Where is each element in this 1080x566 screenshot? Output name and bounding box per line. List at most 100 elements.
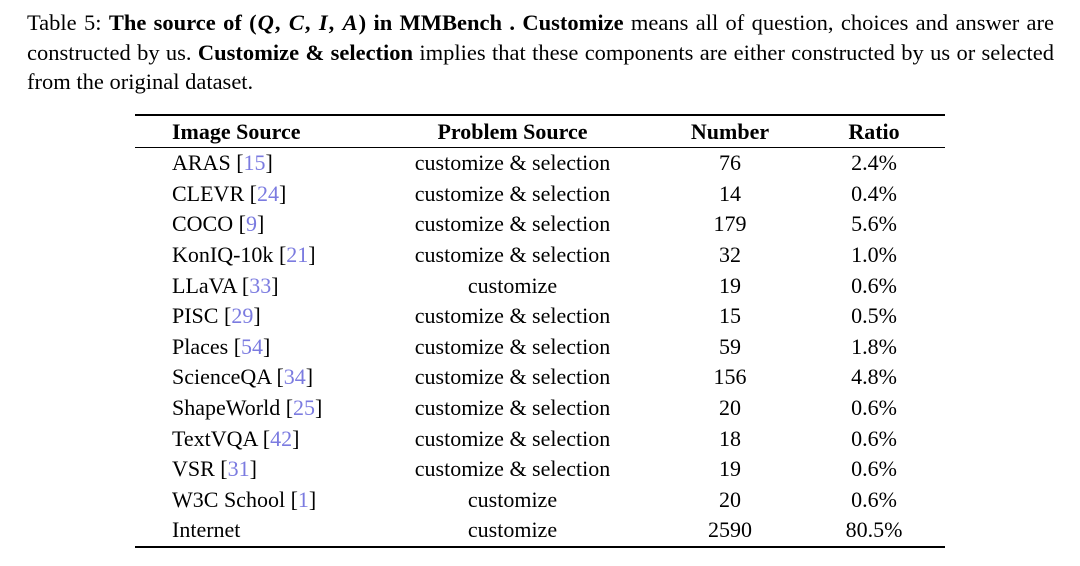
citation-bracket-close: ] bbox=[271, 272, 279, 298]
number-cell: 15 bbox=[719, 303, 741, 329]
problem-source-cell: customize & selection bbox=[414, 180, 611, 206]
table-row: ARAS [15] customize & selection 76 2.4% bbox=[135, 148, 945, 179]
caption-segment: means all of question, choices and answe… bbox=[27, 10, 1055, 65]
caption-segment: The source of bbox=[108, 10, 250, 35]
number-cell: 19 bbox=[719, 272, 741, 298]
table-row: ShapeWorld [25] customize & selection 20 0.… bbox=[135, 393, 945, 424]
citation-bracket-close: ] bbox=[256, 211, 265, 237]
caption-segment: Table 5: bbox=[27, 10, 109, 35]
caption-segment: , bbox=[328, 10, 342, 35]
caption-segment: I bbox=[318, 10, 328, 35]
ratio-cell: 1.8% bbox=[851, 333, 897, 359]
citation-bracket-close: ] bbox=[315, 395, 323, 421]
citation-bracket-open: [ bbox=[233, 333, 242, 359]
image-source-name: ShapeWorld bbox=[172, 395, 286, 421]
citation-link[interactable]: 21 bbox=[286, 242, 309, 268]
problem-source-cell: customize & selection bbox=[414, 456, 611, 482]
citation-bracket-open: [ bbox=[262, 425, 271, 451]
image-source-name: VSR bbox=[172, 456, 221, 482]
ratio-cell: 4.8% bbox=[851, 364, 897, 390]
caption-segment: Q bbox=[257, 10, 274, 35]
image-source-name: KonIQ-10k bbox=[172, 242, 279, 268]
image-source-name: ARAS bbox=[172, 150, 237, 176]
caption-segment: implies that these components are either… bbox=[27, 39, 1054, 95]
column-header-ratio: Ratio bbox=[825, 115, 945, 148]
citation-bracket-close: ] bbox=[263, 333, 271, 359]
citation-bracket-open: [ bbox=[238, 211, 246, 237]
caption-segment: A bbox=[342, 10, 358, 35]
problem-source-cell: customize & selection bbox=[414, 211, 611, 237]
image-source-name: Places bbox=[172, 333, 234, 359]
image-source-cell: ARAS [15] bbox=[135, 148, 390, 179]
table-row: CLEVR [24] customize & selection 14 0.4% bbox=[135, 179, 945, 210]
table-row: LLaVA [33] customize 19 0.6% bbox=[135, 270, 945, 301]
citation-bracket-close: ] bbox=[308, 486, 317, 512]
image-source-name: PISC bbox=[172, 303, 224, 329]
number-cell: 32 bbox=[719, 242, 741, 268]
number-cell: 76 bbox=[719, 150, 741, 176]
ratio-cell: 0.6% bbox=[851, 486, 897, 512]
image-source-cell: LLaVA [33] bbox=[135, 270, 390, 301]
image-source-name: CLEVR bbox=[172, 180, 250, 206]
citation-link[interactable]: 42 bbox=[270, 425, 293, 451]
number-cell: 156 bbox=[713, 364, 747, 390]
image-source-name: COCO bbox=[172, 211, 239, 237]
problem-source-cell: customize & selection bbox=[414, 395, 611, 421]
citation-link[interactable]: 54 bbox=[241, 333, 264, 359]
citation-link[interactable]: 9 bbox=[245, 211, 257, 237]
column-header-problem-source: Problem Source bbox=[390, 115, 635, 148]
number-cell: 20 bbox=[719, 395, 741, 421]
citation-link[interactable]: 1 bbox=[297, 486, 309, 512]
citation-bracket-close: ] bbox=[305, 364, 314, 390]
ratio-cell: 80.5% bbox=[845, 517, 903, 543]
number-cell: 59 bbox=[719, 333, 741, 359]
column-header-image-source: Image Source bbox=[135, 115, 390, 148]
number-cell: 14 bbox=[719, 180, 741, 206]
table-body: ARAS [15] customize & selection 76 2.4% CLEV… bbox=[135, 148, 945, 547]
image-source-cell: W3C School [1] bbox=[135, 485, 390, 516]
caption-segment: Customize & selection bbox=[197, 39, 414, 65]
table-row: PISC [29] customize & selection 15 0.5% bbox=[135, 301, 945, 332]
table-row: COCO [9] customize & selection 179 5.6% bbox=[135, 209, 945, 240]
image-source-name: ScienceQA bbox=[172, 364, 277, 390]
citation-bracket-open: [ bbox=[276, 364, 284, 390]
ratio-cell: 0.5% bbox=[851, 303, 897, 329]
problem-source-cell: customize & selection bbox=[414, 364, 611, 390]
citation-link[interactable]: 34 bbox=[283, 364, 306, 390]
number-cell: 179 bbox=[713, 211, 747, 237]
source-table: Image Source Problem Source Number Ratio… bbox=[135, 114, 945, 548]
ratio-cell: 0.6% bbox=[851, 395, 897, 421]
problem-source-cell: customize & selection bbox=[414, 242, 611, 268]
citation-link[interactable]: 33 bbox=[249, 272, 272, 298]
citation-link[interactable]: 31 bbox=[227, 456, 250, 482]
citation-bracket-open: [ bbox=[241, 272, 250, 298]
citation-bracket-open: [ bbox=[236, 150, 244, 176]
image-source-name: W3C School bbox=[172, 486, 291, 512]
caption-segment: ( bbox=[249, 10, 257, 35]
citation-bracket-open: [ bbox=[278, 242, 287, 268]
problem-source-cell: customize & selection bbox=[414, 303, 611, 329]
citation-link[interactable]: 29 bbox=[231, 303, 254, 329]
table-row: Places [54] customize & selection 59 1.8% bbox=[135, 332, 945, 363]
citation-bracket-close: ] bbox=[265, 150, 273, 176]
image-source-cell: ScienceQA [34] bbox=[135, 362, 390, 393]
citation-bracket-open: [ bbox=[223, 303, 232, 329]
image-source-name: Internet bbox=[172, 517, 241, 543]
image-source-cell: CLEVR [24] bbox=[135, 179, 390, 210]
citation-link[interactable]: 24 bbox=[256, 180, 279, 206]
citation-link[interactable]: 25 bbox=[293, 395, 316, 421]
ratio-cell: 2.4% bbox=[851, 150, 897, 176]
image-source-cell: TextVQA [42] bbox=[135, 423, 390, 454]
image-source-name: TextVQA bbox=[172, 425, 263, 451]
table-header: Image Source Problem Source Number Ratio bbox=[135, 115, 945, 148]
problem-source-cell: customize & selection bbox=[414, 333, 611, 359]
caption-segment: , bbox=[274, 10, 288, 35]
table-row: ScienceQA [34] customize & selection 156 4.… bbox=[135, 362, 945, 393]
citation-link[interactable]: 15 bbox=[243, 150, 266, 176]
number-cell: 19 bbox=[719, 456, 741, 482]
caption-segment: , bbox=[304, 10, 318, 35]
citation-bracket-close: ] bbox=[253, 303, 261, 329]
citation-bracket-close: ] bbox=[278, 180, 287, 206]
problem-source-cell: customize & selection bbox=[414, 150, 611, 176]
ratio-cell: 5.6% bbox=[851, 211, 897, 237]
